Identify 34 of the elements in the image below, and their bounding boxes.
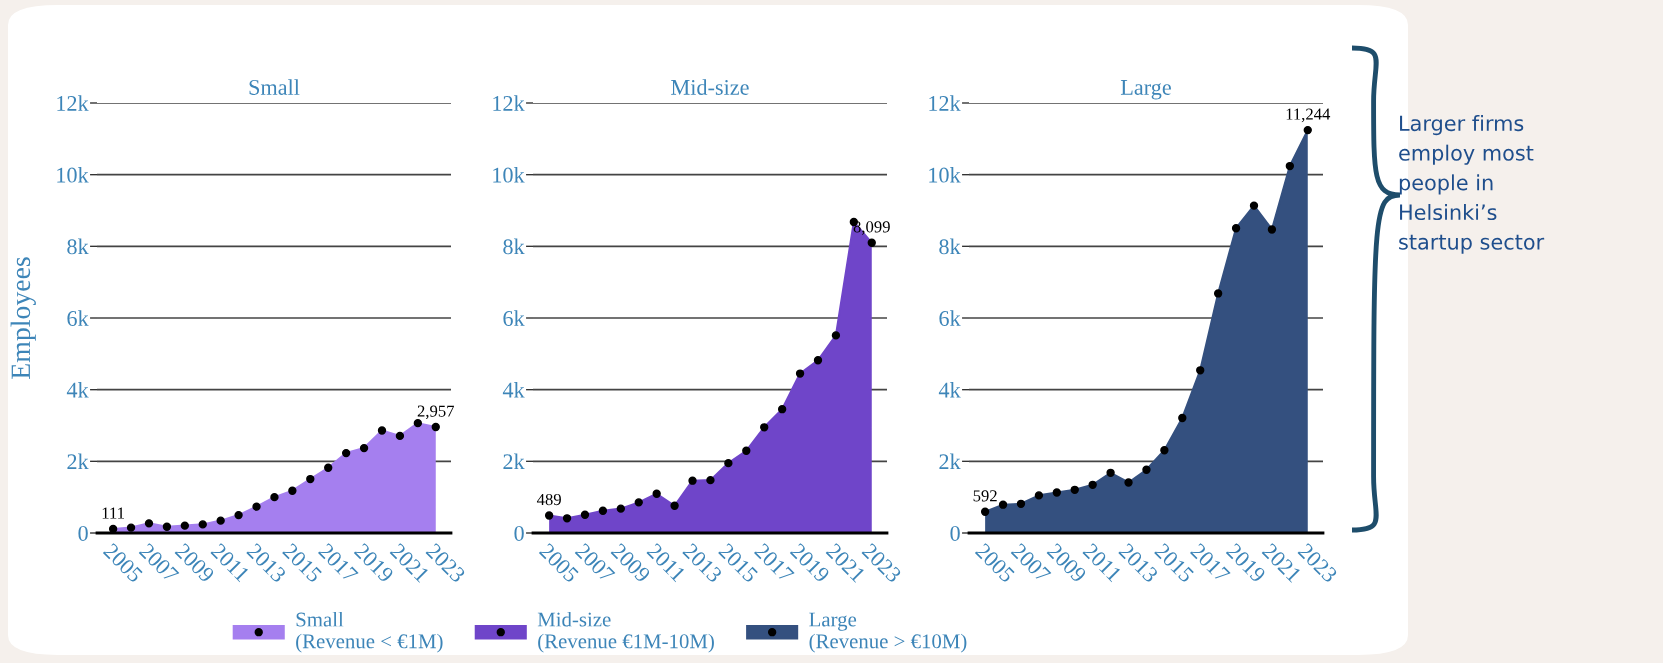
y-tick-label: 8k: [67, 238, 89, 255]
y-tick-label: 8k: [939, 238, 961, 255]
y-tick-label: 10k: [493, 166, 525, 183]
chart-title: Mid-size: [671, 79, 749, 95]
data-label: 489: [536, 493, 561, 506]
y-tick-label: 12k: [493, 95, 525, 111]
chart-title: Large: [1120, 80, 1171, 100]
y-tick-label: 2k: [939, 453, 961, 470]
y-tick-label: 4k: [66, 381, 89, 398]
data-label: 592: [973, 490, 997, 502]
y-tick-label: 2k: [503, 453, 525, 470]
data-label: 2,957: [417, 405, 455, 420]
y-tick-label: 6k: [939, 310, 961, 326]
text: Larger firms employ most people in Helsinki’s startup sector: [1399, 115, 1545, 254]
y-tick-label: 12k: [57, 95, 89, 111]
y-tick-label: 4k: [502, 381, 525, 398]
y-tick-label: 0: [514, 525, 524, 541]
legend-label: Mid-size (Revenue €1M-10M): [537, 611, 714, 653]
y-tick-label: 10k: [57, 166, 89, 183]
y-tick-label: 6k: [503, 310, 525, 326]
data-label: 11,244: [1286, 108, 1331, 123]
y-tick-label: 4k: [938, 381, 961, 398]
y-axis-title: Employees: [10, 257, 36, 379]
data-label: 111: [102, 507, 125, 519]
y-tick-label: 0: [78, 525, 88, 541]
chart-title: Small: [249, 79, 300, 95]
legend-label: Large (Revenue > €10M): [809, 612, 967, 653]
y-tick-label: 12k: [929, 95, 961, 111]
y-tick-label: 2k: [67, 453, 89, 470]
y-tick-label: 6k: [67, 310, 89, 326]
legend-label: Small (Revenue < €1M): [296, 611, 443, 653]
y-tick-label: 8k: [503, 238, 525, 255]
y-tick-label: 10k: [929, 166, 961, 183]
y-tick-label: 0: [950, 525, 960, 541]
